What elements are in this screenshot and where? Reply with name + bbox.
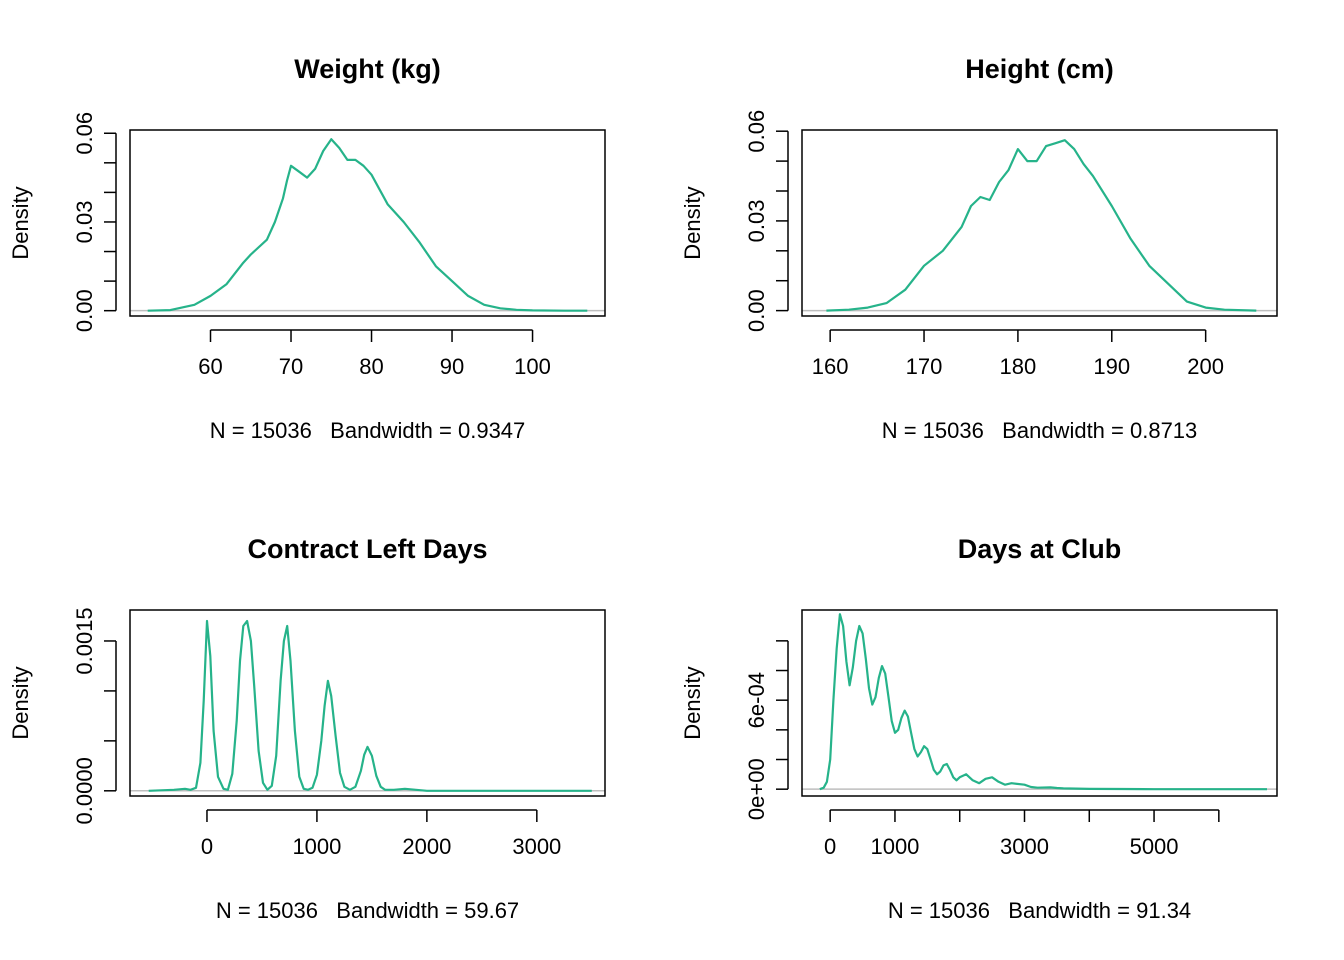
- x-tick-label: 2000: [402, 834, 451, 859]
- y-axis-title: Density: [8, 186, 33, 259]
- x-tick-label: 100: [514, 354, 551, 379]
- panel-title: Weight (kg): [294, 54, 440, 84]
- x-tick-label: 200: [1187, 354, 1224, 379]
- x-tick-label: 3000: [1000, 834, 1049, 859]
- density-curve: [826, 139, 1257, 312]
- x-tick-label: 3000: [512, 834, 561, 859]
- panel-title: Height (cm): [965, 54, 1114, 84]
- y-tick-label: 0.00: [72, 289, 97, 332]
- x-tick-label: 1000: [870, 834, 919, 859]
- y-tick-label: 0.0015: [72, 607, 97, 674]
- x-tick-label: 180: [1000, 354, 1037, 379]
- y-tick-label: 0.06: [744, 110, 769, 153]
- y-axis-title: Density: [680, 666, 705, 739]
- panel-title: Days at Club: [958, 534, 1122, 564]
- y-tick-label: 0.03: [744, 199, 769, 242]
- plot-frame: [801, 129, 1278, 317]
- x-tick-label: 0: [201, 834, 213, 859]
- density-curve: [148, 619, 592, 792]
- y-tick-label: 0.00: [744, 289, 769, 332]
- density-panel: Height (cm) 160 170 180 190 200 0.00 0.03 0.06 De…: [680, 54, 1278, 443]
- x-tick-label: 1000: [292, 834, 341, 859]
- x-tick-label: 0: [824, 834, 836, 859]
- x-tick-label: 80: [359, 354, 383, 379]
- plot-frame: [129, 609, 606, 797]
- y-tick-label: 0.03: [72, 201, 97, 244]
- y-tick-label: 0e+00: [744, 758, 769, 820]
- bandwidth-caption: N = 15036 Bandwidth = 91.34: [888, 898, 1191, 923]
- x-tick-label: 170: [906, 354, 943, 379]
- bandwidth-caption: N = 15036 Bandwidth = 59.67: [216, 898, 519, 923]
- x-tick-label: 90: [440, 354, 464, 379]
- plot-frame: [801, 609, 1278, 797]
- bandwidth-caption: N = 15036 Bandwidth = 0.9347: [210, 418, 526, 443]
- x-tick-label: 160: [812, 354, 849, 379]
- y-tick-label: 0.06: [72, 112, 97, 155]
- y-axis-title: Density: [8, 666, 33, 739]
- y-tick-label: 6e-04: [744, 672, 769, 728]
- density-panel: Contract Left Days 0 1000 2000 3000 0.0000 0.0…: [8, 534, 606, 923]
- density-curve: [819, 613, 1267, 791]
- density-curve: [147, 138, 588, 312]
- plot-frame: [129, 129, 606, 317]
- x-tick-label: 60: [198, 354, 222, 379]
- density-panel: Weight (kg) 60 70 80 90 100 0.00 0.03 0.06 Densit…: [8, 54, 606, 443]
- bandwidth-caption: N = 15036 Bandwidth = 0.8713: [882, 418, 1198, 443]
- y-axis-title: Density: [680, 186, 705, 259]
- y-tick-label: 0.0000: [72, 757, 97, 824]
- density-panel: Days at Club 0 1000 3000 5000 0e+00 6e-04 Densi…: [680, 534, 1278, 923]
- panel-title: Contract Left Days: [247, 534, 487, 564]
- x-tick-label: 70: [279, 354, 303, 379]
- x-tick-label: 190: [1093, 354, 1130, 379]
- x-tick-label: 5000: [1130, 834, 1179, 859]
